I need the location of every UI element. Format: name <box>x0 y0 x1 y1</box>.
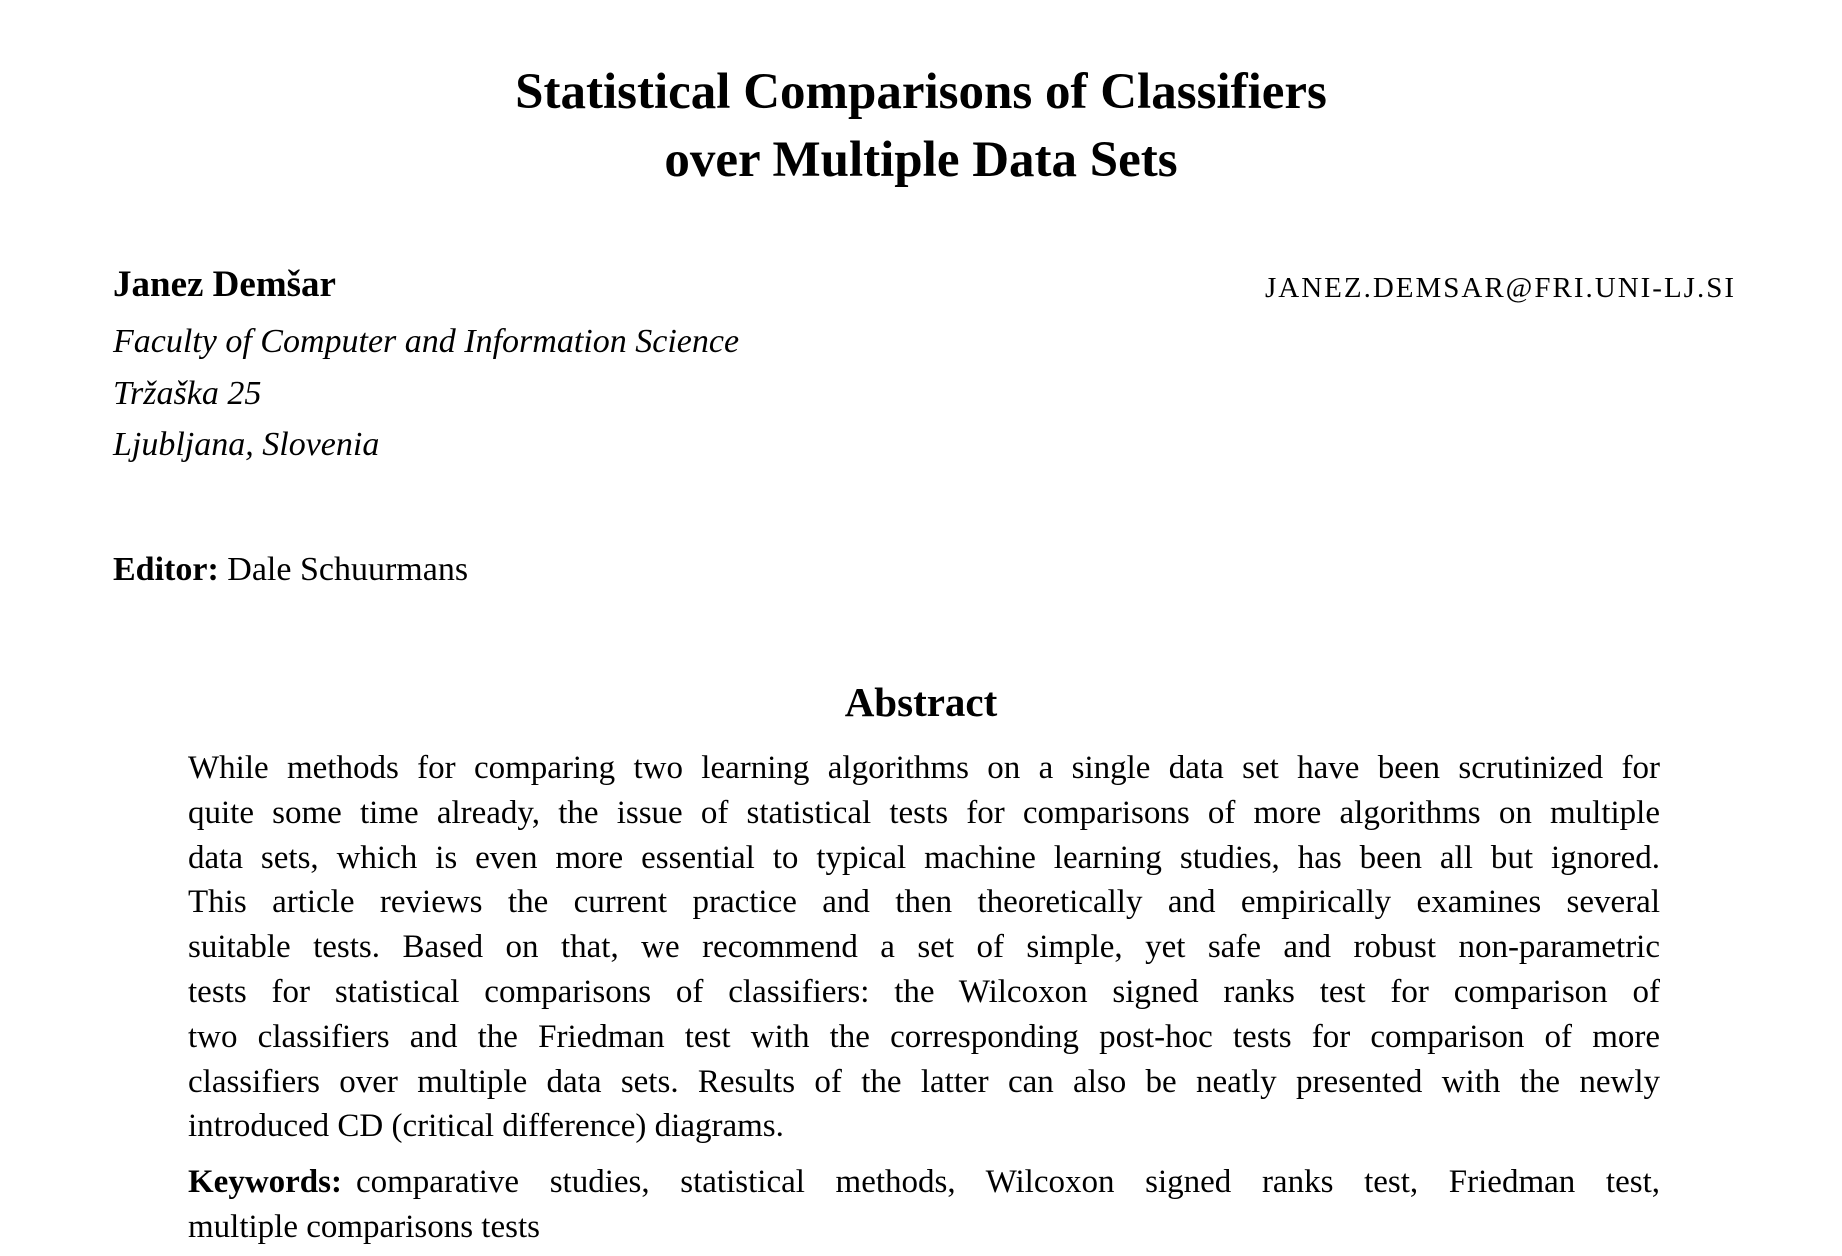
abstract-heading: Abstract <box>844 679 998 725</box>
abstract-line: two classifiers and the Friedman test wi… <box>188 1018 1660 1055</box>
abstract-line: This article reviews the current practic… <box>188 884 1660 921</box>
title-line-2: over Multiple Data Sets <box>664 132 1178 188</box>
affiliation-line-2: Tržaška 25 <box>113 374 262 412</box>
keywords-line-2: multiple comparisons tests <box>188 1208 540 1245</box>
abstract-body: While methods for comparing two learning… <box>188 746 1660 1149</box>
abstract-line: classifiers over multiple data sets. Res… <box>188 1063 1660 1100</box>
keywords-line-1: Keywords: comparative studies, statistica… <box>188 1160 1660 1205</box>
abstract-line: suitable tests. Based on that, we recomm… <box>188 929 1660 966</box>
abstract-line: tests for statistical comparisons of cla… <box>188 973 1660 1010</box>
abstract-line: While methods for comparing two learning… <box>188 750 1660 786</box>
author-name: Janez Demšar <box>113 264 336 305</box>
abstract-line: quite some time already, the issue of st… <box>188 794 1660 831</box>
author-affiliation: Faculty of Computer and Information Scie… <box>113 316 739 471</box>
paper-title: Statistical Comparisons of Classifiers o… <box>0 58 1842 194</box>
editor-line: Editor: Dale Schuurmans <box>113 548 468 592</box>
keywords: Keywords: comparative studies, statistica… <box>188 1160 1660 1250</box>
author-email: JANEZ.DEMSAR@FRI.UNI-LJ.SI <box>1264 272 1736 304</box>
abstract-line: data sets, which is even more essential … <box>188 839 1660 876</box>
title-line-1: Statistical Comparisons of Classifiers <box>515 64 1327 120</box>
abstract-line: introduced CD (critical difference) diag… <box>188 1108 784 1145</box>
keywords-label: Keywords: <box>188 1164 342 1200</box>
affiliation-line-3: Ljubljana, Slovenia <box>113 426 380 463</box>
editor-name: Dale Schuurmans <box>227 551 469 588</box>
editor-label: Editor: <box>113 551 219 588</box>
affiliation-line-1: Faculty of Computer and Information Scie… <box>113 323 740 360</box>
keywords-text-1: comparative studies, statistical methods… <box>355 1164 1660 1200</box>
